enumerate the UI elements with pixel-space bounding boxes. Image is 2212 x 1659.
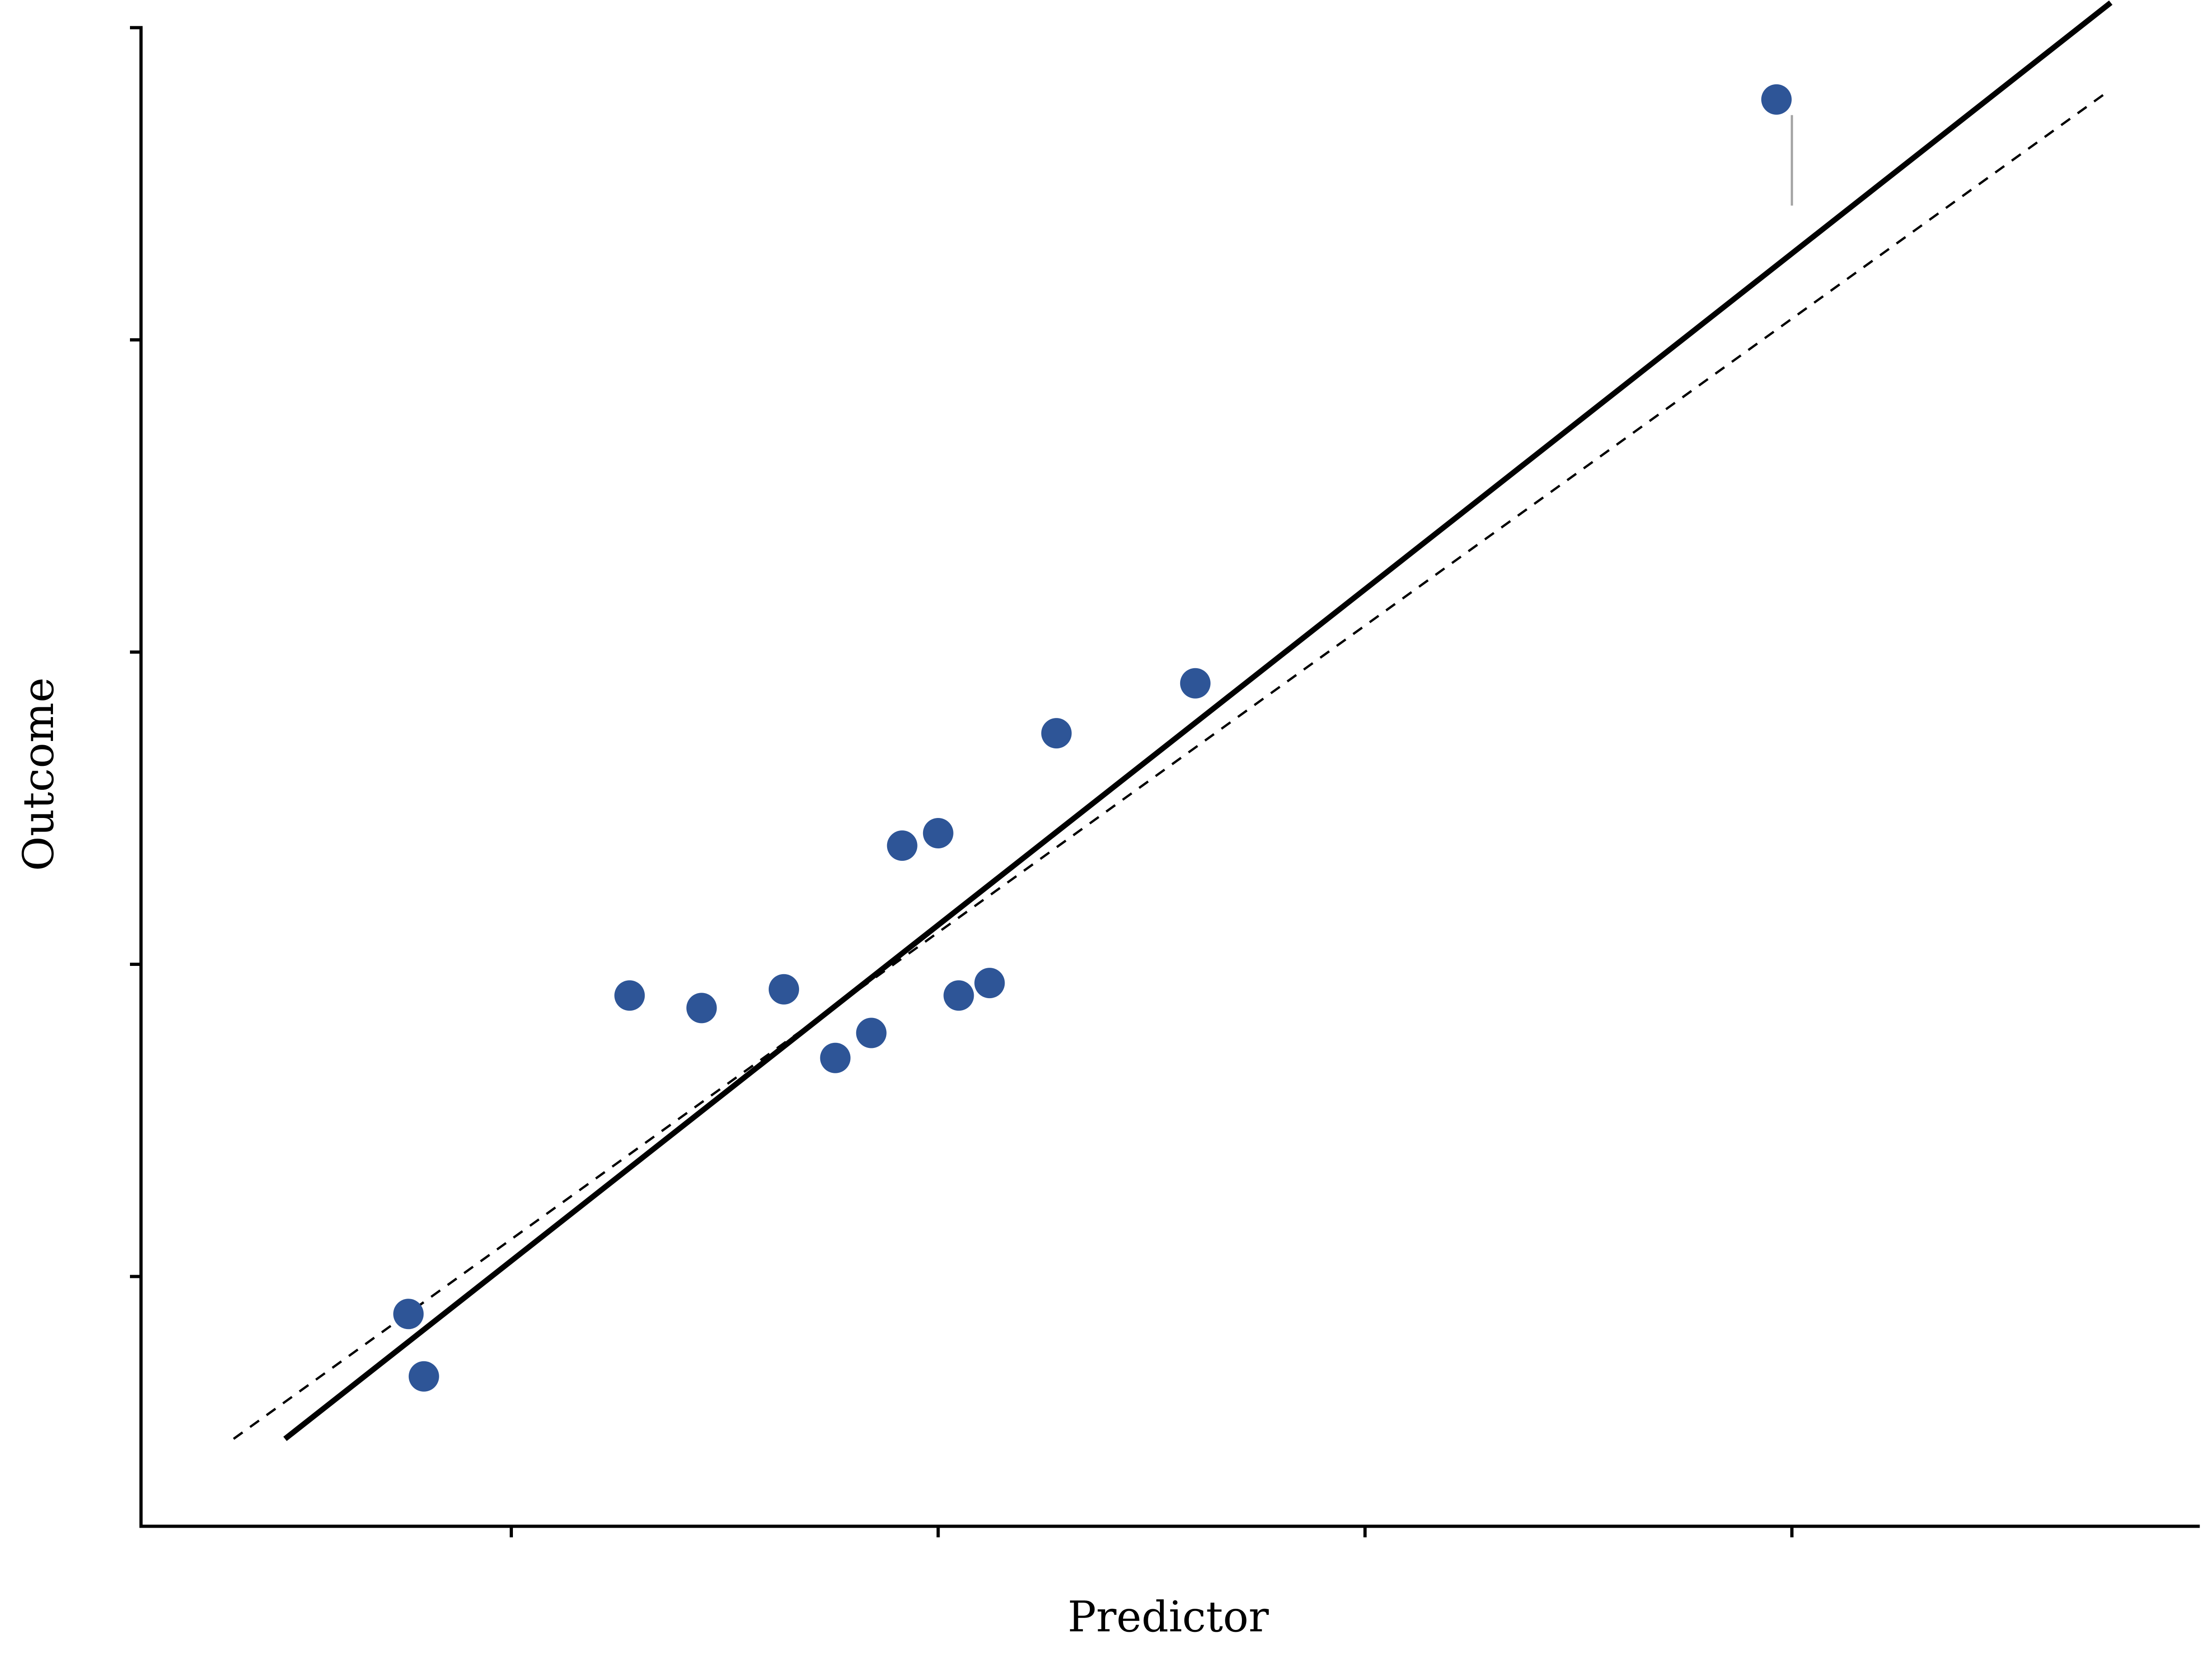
data-point-3 (614, 980, 645, 1011)
data-point-9 (923, 818, 953, 848)
x-axis-title: Predictor (1068, 1592, 1269, 1641)
data-point-7 (856, 1018, 887, 1048)
data-point-14 (1761, 84, 1792, 115)
data-points (393, 84, 1792, 1392)
data-point-13 (1180, 668, 1211, 699)
data-point-11 (974, 968, 1005, 999)
fit-lines (233, 0, 2112, 1441)
data-point-8 (887, 830, 918, 861)
solid-fit-line (283, 0, 2112, 1441)
data-point-4 (686, 993, 717, 1024)
y-axis-title: Outcome (14, 677, 63, 871)
data-point-12 (1041, 718, 1072, 749)
x-ticks (510, 1526, 1794, 1537)
data-point-6 (820, 1042, 851, 1073)
data-point-1 (393, 1299, 424, 1330)
data-point-10 (943, 980, 974, 1011)
axes (130, 26, 2200, 1537)
data-point-2 (408, 1361, 439, 1392)
dashed-fit-line (233, 92, 2106, 1440)
data-point-5 (769, 974, 799, 1005)
y-ticks (130, 26, 141, 1278)
